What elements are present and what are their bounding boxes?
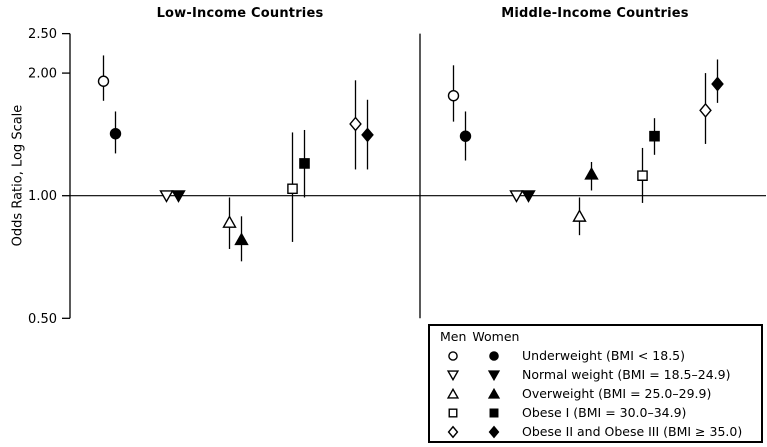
legend-label: Normal weight (BMI = 18.5–24.9) bbox=[522, 367, 731, 382]
circle-open-icon bbox=[438, 348, 468, 364]
marker-circle-open bbox=[447, 90, 460, 102]
diamond-filled-icon bbox=[479, 424, 509, 440]
marker-diamond-filled bbox=[361, 127, 374, 143]
marker-circle-filled bbox=[109, 127, 122, 140]
legend-label: Overweight (BMI = 25.0–29.9) bbox=[522, 386, 712, 401]
legend-label: Obese II and Obese III (BMI ≥ 35.0) bbox=[522, 424, 743, 439]
triangle-down-filled-icon bbox=[479, 367, 509, 383]
legend-women-header: Women bbox=[472, 329, 520, 344]
marker-triangle-up-filled bbox=[234, 232, 249, 246]
legend-row-underweight: Underweight (BMI < 18.5) bbox=[430, 346, 761, 365]
marker-square-open bbox=[637, 170, 648, 181]
marker-square-filled bbox=[299, 158, 310, 169]
triangle-up-filled-icon bbox=[479, 386, 509, 402]
legend-rows: Underweight (BMI < 18.5) Normal weight (… bbox=[430, 346, 761, 441]
marker-circle-open bbox=[97, 75, 110, 87]
square-open-icon bbox=[438, 405, 468, 421]
legend: Men Women Underweight (BMI < 18.5) Normal… bbox=[428, 324, 763, 443]
y-tick-label: 0.50 bbox=[28, 312, 57, 327]
y-tick-label: 2.50 bbox=[28, 27, 57, 42]
triangle-up-open-icon bbox=[438, 386, 468, 402]
y-tick-label: 1.00 bbox=[28, 189, 57, 204]
marker-triangle-down-open bbox=[509, 190, 524, 203]
panel-title-low-income: Low-Income Countries bbox=[156, 6, 324, 21]
legend-label: Obese I (BMI = 30.0–34.9) bbox=[522, 405, 687, 420]
legend-row-normal-weight: Normal weight (BMI = 18.5–24.9) bbox=[430, 365, 761, 384]
legend-row-obese-2-3: Obese II and Obese III (BMI ≥ 35.0) bbox=[430, 422, 761, 441]
marker-diamond-open bbox=[349, 116, 362, 132]
legend-row-overweight: Overweight (BMI = 25.0–29.9) bbox=[430, 384, 761, 403]
marker-circle-filled bbox=[459, 130, 472, 142]
circle-filled-icon bbox=[479, 348, 509, 364]
diamond-open-icon bbox=[438, 424, 468, 440]
legend-men-header: Men bbox=[440, 329, 467, 344]
marker-triangle-down-filled bbox=[171, 190, 186, 203]
legend-header: Men Women bbox=[440, 329, 761, 344]
marker-triangle-down-filled bbox=[521, 190, 536, 203]
marker-triangle-up-open bbox=[572, 209, 587, 222]
marker-triangle-up-open bbox=[222, 215, 237, 228]
marker-square-open bbox=[287, 183, 298, 195]
legend-label: Underweight (BMI < 18.5) bbox=[522, 348, 686, 363]
y-tick-label: 2.00 bbox=[28, 67, 57, 82]
panel-title-middle-income: Middle-Income Countries bbox=[501, 6, 689, 21]
triangle-down-open-icon bbox=[438, 367, 468, 383]
marker-triangle-up-filled bbox=[584, 166, 599, 180]
marker-square-filled bbox=[649, 130, 660, 142]
marker-triangle-down-open bbox=[159, 190, 174, 203]
legend-row-obese-1: Obese I (BMI = 30.0–34.9) bbox=[430, 403, 761, 422]
square-filled-icon bbox=[479, 405, 509, 421]
marker-diamond-open bbox=[699, 102, 712, 118]
marker-diamond-filled bbox=[711, 76, 724, 92]
